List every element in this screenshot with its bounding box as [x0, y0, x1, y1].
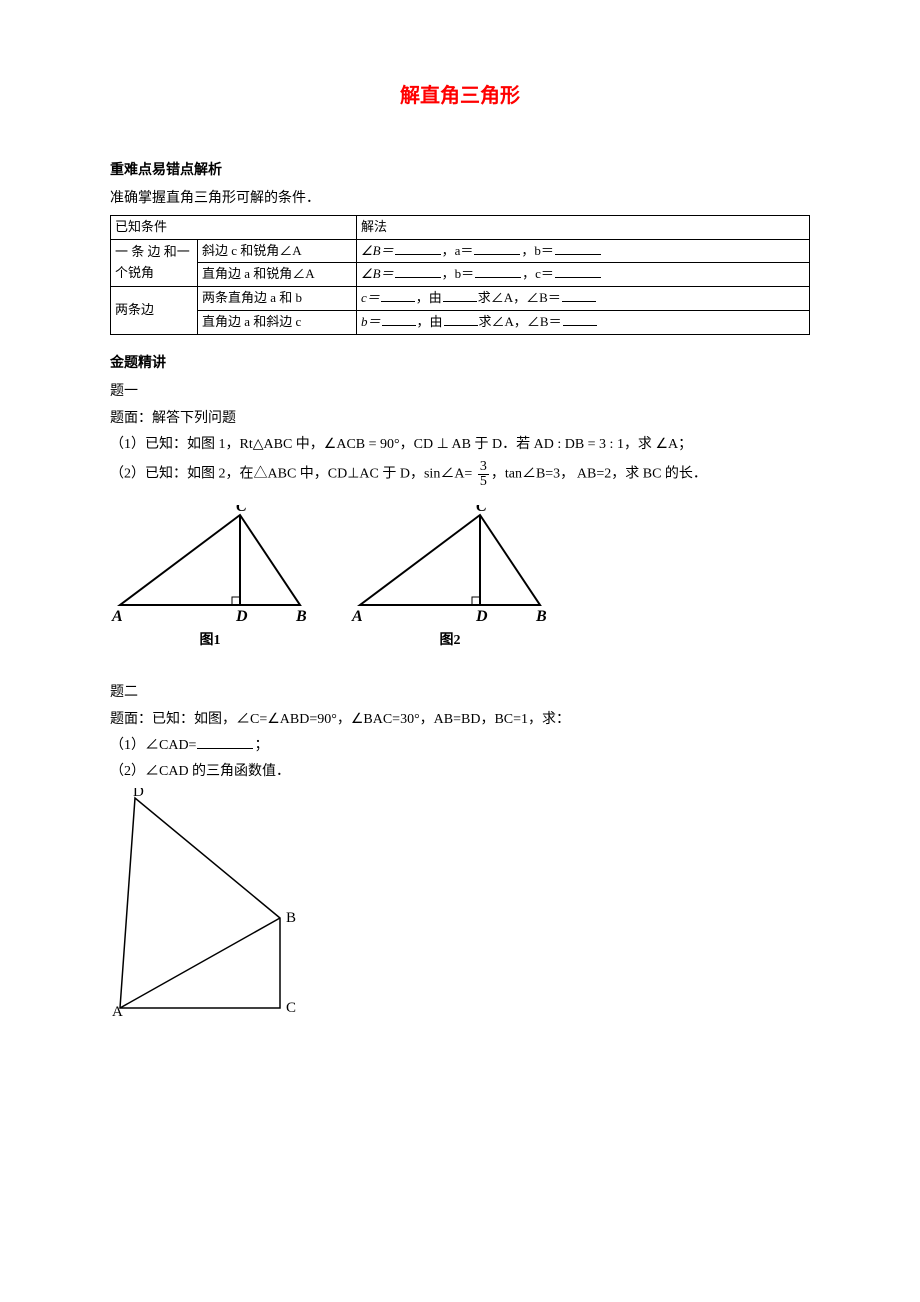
- q1-part2: （2）已知：如图 2，在△ABC 中，CD⊥AC 于 D，sin∠A= 35，t…: [110, 460, 810, 489]
- figure-1-triangle: A B C D: [110, 505, 310, 625]
- figure-3-quadrilateral: A B C D: [110, 788, 300, 1018]
- q2-label: 题二: [110, 682, 810, 704]
- svg-text:C: C: [236, 505, 247, 515]
- svg-text:B: B: [286, 910, 296, 926]
- cell-method-4: b＝，由求∠A，∠B＝: [357, 310, 810, 334]
- cell-method-3: c＝，由求∠A，∠B＝: [357, 287, 810, 311]
- q1-stem: 题面：解答下列问题: [110, 408, 810, 430]
- svg-text:A: A: [112, 1004, 123, 1018]
- cell-leg-and-hyp: 直角边 a 和斜边 c: [198, 310, 357, 334]
- th-known: 已知条件: [111, 215, 357, 239]
- cell-two-sides: 两条边: [111, 287, 198, 335]
- table-row: 两条边 两条直角边 a 和 b c＝，由求∠A，∠B＝: [111, 287, 810, 311]
- svg-text:D: D: [133, 788, 144, 800]
- cell-method-1: ∠B＝，a＝，b＝: [357, 239, 810, 263]
- section-a-intro: 准确掌握直角三角形可解的条件．: [110, 188, 810, 210]
- table-row: 直角边 a 和斜边 c b＝，由求∠A，∠B＝: [111, 310, 810, 334]
- conditions-table: 已知条件 解法 一 条 边 和一个锐角 斜边 c 和锐角∠A ∠B＝，a＝，b＝…: [110, 215, 810, 335]
- svg-text:C: C: [476, 505, 487, 515]
- figure-2-triangle: A B C D: [350, 505, 550, 625]
- figure-1-caption: 图1: [110, 630, 310, 652]
- figure-2-caption: 图2: [350, 630, 550, 652]
- table-row: 一 条 边 和一个锐角 斜边 c 和锐角∠A ∠B＝，a＝，b＝: [111, 239, 810, 263]
- cell-leg-a-and-A: 直角边 a 和锐角∠A: [198, 263, 357, 287]
- q2-line2: （2）∠CAD 的三角函数值．: [110, 761, 810, 783]
- section-b-heading: 金题精讲: [110, 353, 810, 375]
- q1-label: 题一: [110, 381, 810, 403]
- svg-text:B: B: [535, 608, 547, 625]
- cell-method-2: ∠B＝，b＝，c＝: [357, 263, 810, 287]
- q1-part1: （1）已知：如图 1，Rt△ABC 中，∠ACB = 90°，CD ⊥ AB 于…: [110, 434, 810, 456]
- th-method: 解法: [357, 215, 810, 239]
- cell-hypotenuse-and-A: 斜边 c 和锐角∠A: [198, 239, 357, 263]
- cell-two-legs: 两条直角边 a 和 b: [198, 287, 357, 311]
- svg-text:C: C: [286, 1000, 296, 1016]
- page-title: 解直角三角形: [110, 80, 810, 112]
- q1-figures: A B C D 图1 A B C D 图2: [110, 505, 810, 652]
- svg-text:A: A: [351, 608, 363, 625]
- svg-text:B: B: [295, 608, 307, 625]
- q2-stem: 题面：已知：如图，∠C=∠ABD=90°，∠BAC=30°，AB=BD，BC=1…: [110, 709, 810, 731]
- q2-figure: A B C D: [110, 788, 810, 1026]
- table-row: 直角边 a 和锐角∠A ∠B＝，b＝，c＝: [111, 263, 810, 287]
- svg-text:D: D: [235, 608, 248, 625]
- table-row: 已知条件 解法: [111, 215, 810, 239]
- section-a-heading: 重难点易错点解析: [110, 160, 810, 182]
- cell-one-side-one-angle: 一 条 边 和一个锐角: [111, 239, 198, 287]
- q2-line1: （1）∠CAD=；: [110, 735, 810, 757]
- svg-text:D: D: [475, 608, 488, 625]
- svg-text:A: A: [111, 608, 123, 625]
